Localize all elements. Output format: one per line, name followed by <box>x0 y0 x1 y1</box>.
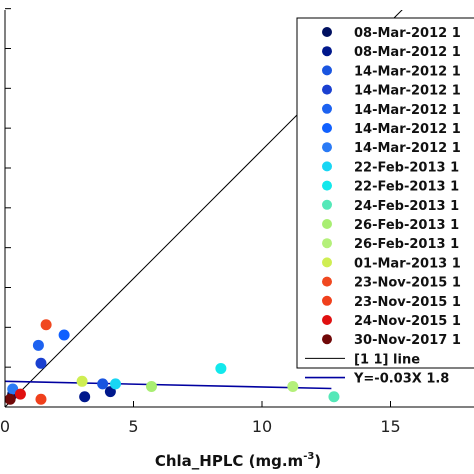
data-point <box>79 391 91 403</box>
legend-label: 22-Feb-2013 1 <box>354 160 459 175</box>
legend-label: 23-Nov-2015 1 <box>354 295 461 310</box>
data-point <box>328 391 340 403</box>
legend-marker <box>322 46 332 57</box>
legend-marker <box>322 315 332 325</box>
legend-marker <box>322 199 332 210</box>
legend-label: Y=-0.03X 1.8 <box>353 372 449 387</box>
data-point <box>145 380 157 392</box>
data-point <box>58 329 70 341</box>
legend-label: 08-Mar-2012 1 <box>354 26 461 41</box>
one-to-one-line <box>5 10 403 407</box>
legend-label: 24-Nov-2015 1 <box>354 314 461 329</box>
legend-marker <box>322 219 332 229</box>
data-point <box>76 375 88 387</box>
legend-label: 23-Nov-2015 1 <box>354 276 461 291</box>
legend-marker <box>322 123 332 133</box>
data-point <box>35 393 47 405</box>
plot-area <box>5 10 403 407</box>
axes: 0 5 10 15 <box>0 8 474 436</box>
legend-marker <box>322 238 332 249</box>
legend-label: 14-Mar-2012 1 <box>354 84 461 99</box>
legend-label: [1 1] line <box>354 352 420 367</box>
legend-marker <box>322 142 332 153</box>
data-point <box>40 319 52 331</box>
legend-marker <box>322 103 332 114</box>
legend-label: 08-Mar-2012 1 <box>354 45 461 60</box>
data-point <box>110 378 122 390</box>
regression-line <box>5 380 332 390</box>
legend-label: 14-Mar-2012 1 <box>354 141 461 156</box>
data-point <box>97 378 109 390</box>
legend-label: 14-Mar-2012 1 <box>354 122 461 137</box>
legend-marker <box>322 84 332 95</box>
legend-label: 26-Feb-2013 1 <box>354 218 459 233</box>
legend-marker <box>322 295 332 306</box>
x-tick-label: 5 <box>128 417 138 436</box>
data-point <box>215 362 227 374</box>
x-tick-label: 0 <box>0 417 10 436</box>
x-axis-label: Chla_HPLC (mg.m-3) <box>155 451 321 470</box>
legend-marker <box>322 65 332 76</box>
data-point <box>14 388 26 400</box>
data-point <box>5 393 16 405</box>
legend-label: 14-Mar-2012 1 <box>354 64 461 79</box>
legend-marker <box>322 334 332 345</box>
legend-marker <box>322 27 332 37</box>
data-point <box>287 380 299 392</box>
legend-box <box>296 17 474 369</box>
legend-label: 30-Nov-2017 1 <box>354 333 461 348</box>
legend-label: 22-Feb-2013 1 <box>354 180 459 195</box>
data-point <box>7 383 19 395</box>
legend-label: 24-Feb-2013 1 <box>354 199 459 214</box>
legend-marker <box>322 161 332 172</box>
legend-marker <box>322 257 332 268</box>
legend-label: 26-Feb-2013 1 <box>354 237 459 252</box>
legend-marker <box>322 276 332 287</box>
legend: 08-Mar-2012 1 08-Mar-2012 1 14-Mar-2012 1 1… <box>296 17 474 387</box>
x-tick-label: 15 <box>380 417 400 436</box>
x-tick-label: 10 <box>252 417 272 436</box>
plot-content <box>5 10 403 407</box>
legend-label: 14-Mar-2012 1 <box>354 103 461 118</box>
legend-label: 01-Mar-2013 1 <box>354 256 461 271</box>
data-point <box>104 386 116 398</box>
data-point <box>32 339 44 351</box>
legend-marker <box>322 180 332 191</box>
data-point <box>35 357 47 369</box>
